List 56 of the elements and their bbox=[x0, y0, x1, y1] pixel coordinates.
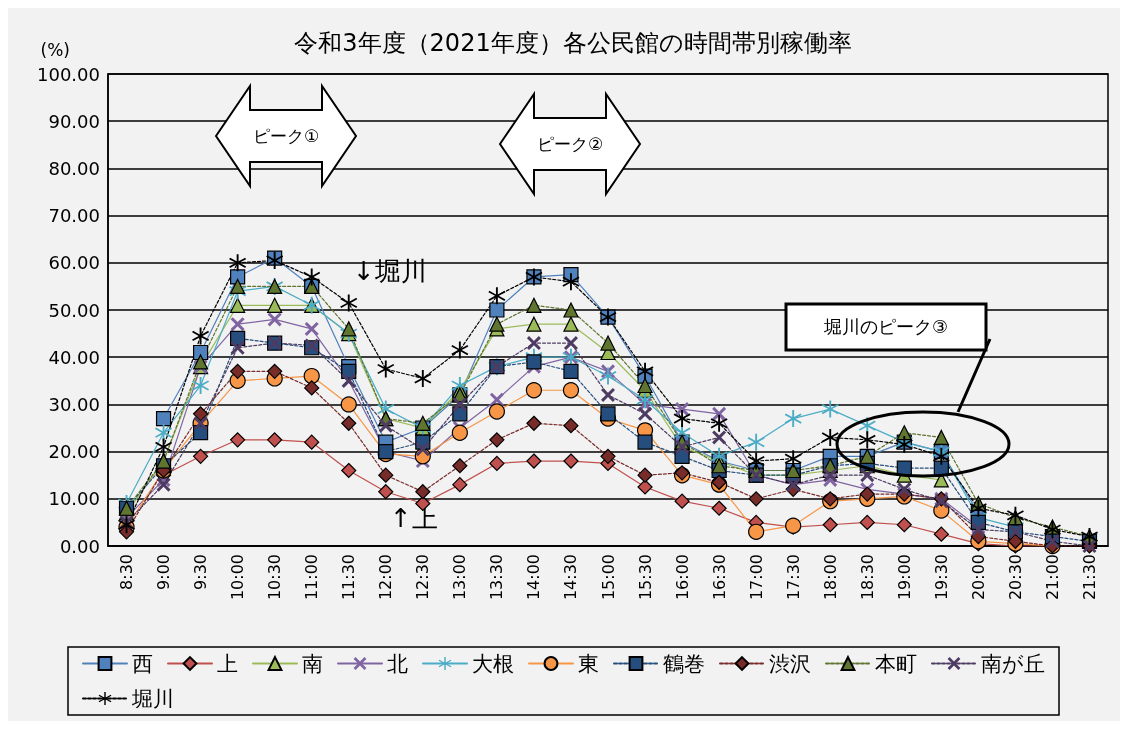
x-tick-label: 20:30 bbox=[1005, 554, 1025, 601]
y-tick-label: 10.00 bbox=[48, 488, 100, 510]
x-tick-label: 18:00 bbox=[820, 554, 840, 601]
y-tick-label: 30.00 bbox=[48, 393, 100, 415]
x-tick-label: 11:30 bbox=[339, 554, 359, 601]
x-tick-label: 14:30 bbox=[561, 554, 581, 601]
chart-title: 令和3年度（2021年度）各公民館の時間帯別稼働率 bbox=[294, 29, 852, 57]
annotation: ↑上 bbox=[389, 502, 438, 533]
y-tick-label: 0.00 bbox=[59, 535, 100, 557]
x-tick-label: 12:30 bbox=[413, 554, 433, 601]
x-tick-label: 19:30 bbox=[931, 554, 951, 601]
y-tick-label: 60.00 bbox=[48, 252, 100, 274]
legend-label: 本町 bbox=[875, 651, 917, 676]
legend-label: 堀川 bbox=[131, 686, 174, 711]
x-tick-label: 10:00 bbox=[228, 554, 248, 601]
x-tick-label: 11:00 bbox=[302, 554, 322, 601]
y-tick-label: 90.00 bbox=[48, 110, 100, 132]
x-tick-label: 17:30 bbox=[783, 554, 803, 601]
legend-label: 大根 bbox=[472, 651, 514, 676]
x-tick-label: 21:30 bbox=[1079, 554, 1099, 601]
annotation: ピーク② bbox=[536, 132, 604, 156]
x-tick-label: 13:00 bbox=[450, 554, 470, 601]
x-tick-label: 13:30 bbox=[487, 554, 507, 601]
y-tick-label: 20.00 bbox=[48, 441, 100, 463]
legend-label: 東 bbox=[578, 651, 599, 676]
y-tick-label: 50.00 bbox=[48, 299, 100, 321]
annotation: ↓堀川 bbox=[352, 255, 427, 286]
x-tick-label: 9:30 bbox=[191, 554, 211, 590]
x-tick-label: 16:30 bbox=[709, 554, 729, 601]
legend-label: 南が丘 bbox=[981, 651, 1045, 676]
annotation: ピーク① bbox=[252, 124, 320, 148]
legend-label: 渋沢 bbox=[769, 651, 811, 676]
x-tick-label: 9:00 bbox=[154, 554, 174, 590]
x-tick-label: 12:00 bbox=[376, 554, 396, 601]
y-tick-label: 70.00 bbox=[48, 205, 100, 227]
x-tick-label: 18:30 bbox=[857, 554, 877, 601]
x-tick-label: 21:00 bbox=[1042, 554, 1062, 601]
y-tick-label: 80.00 bbox=[48, 157, 100, 179]
legend-label: 鶴巻 bbox=[663, 651, 705, 676]
annotation: 堀川のピーク③ bbox=[823, 315, 949, 339]
x-tick-label: 10:30 bbox=[265, 554, 285, 601]
x-tick-label: 15:30 bbox=[635, 554, 655, 601]
legend-label: 北 bbox=[387, 651, 408, 676]
x-tick-label: 17:00 bbox=[746, 554, 766, 601]
x-tick-label: 16:00 bbox=[672, 554, 692, 601]
y-tick-label: 40.00 bbox=[48, 346, 100, 368]
legend-label: 上 bbox=[217, 651, 238, 676]
x-tick-label: 8:30 bbox=[117, 554, 137, 590]
y-tick-label: 100.00 bbox=[37, 63, 100, 85]
x-tick-label: 20:00 bbox=[968, 554, 988, 601]
x-tick-label: 19:00 bbox=[894, 554, 914, 601]
x-tick-label: 14:00 bbox=[524, 554, 544, 601]
x-tick-label: 15:00 bbox=[598, 554, 618, 601]
y-axis-title: (%) bbox=[40, 39, 70, 60]
legend-label: 西 bbox=[132, 651, 153, 676]
legend-label: 南 bbox=[302, 651, 323, 676]
